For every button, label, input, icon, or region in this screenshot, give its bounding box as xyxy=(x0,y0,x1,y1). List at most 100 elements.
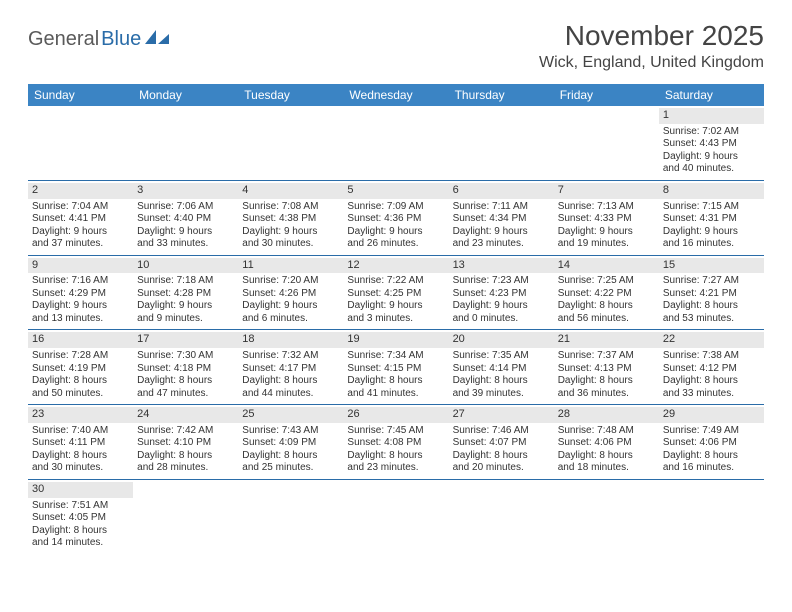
day-number: 16 xyxy=(28,332,133,348)
calendar-day-cell: 10Sunrise: 7:18 AMSunset: 4:28 PMDayligh… xyxy=(133,255,238,330)
daylight-text: and 16 minutes. xyxy=(663,462,760,475)
sunset-text: Sunset: 4:28 PM xyxy=(137,288,234,301)
sunset-text: Sunset: 4:40 PM xyxy=(137,213,234,226)
calendar-day-cell: 25Sunrise: 7:43 AMSunset: 4:09 PMDayligh… xyxy=(238,405,343,480)
daylight-text: and 16 minutes. xyxy=(663,238,760,251)
calendar-day-cell: 9Sunrise: 7:16 AMSunset: 4:29 PMDaylight… xyxy=(28,255,133,330)
daylight-text: and 19 minutes. xyxy=(558,238,655,251)
calendar-day-cell xyxy=(28,106,133,180)
calendar-day-cell xyxy=(343,106,448,180)
calendar-day-cell: 5Sunrise: 7:09 AMSunset: 4:36 PMDaylight… xyxy=(343,180,448,255)
calendar-day-cell xyxy=(133,479,238,553)
title-block: November 2025 Wick, England, United King… xyxy=(539,20,764,72)
day-number: 7 xyxy=(554,183,659,199)
daylight-text: Daylight: 8 hours xyxy=(453,450,550,463)
daylight-text: and 37 minutes. xyxy=(32,238,129,251)
daylight-text: Daylight: 9 hours xyxy=(453,226,550,239)
sunset-text: Sunset: 4:13 PM xyxy=(558,363,655,376)
daylight-text: Daylight: 9 hours xyxy=(242,300,339,313)
sunset-text: Sunset: 4:43 PM xyxy=(663,138,760,151)
day-number: 11 xyxy=(238,258,343,274)
daylight-text: and 50 minutes. xyxy=(32,388,129,401)
sunrise-text: Sunrise: 7:22 AM xyxy=(347,275,444,288)
day-number: 20 xyxy=(449,332,554,348)
calendar-day-cell xyxy=(133,106,238,180)
daylight-text: and 36 minutes. xyxy=(558,388,655,401)
calendar-day-cell: 11Sunrise: 7:20 AMSunset: 4:26 PMDayligh… xyxy=(238,255,343,330)
day-number: 27 xyxy=(449,407,554,423)
calendar-day-cell: 29Sunrise: 7:49 AMSunset: 4:06 PMDayligh… xyxy=(659,405,764,480)
daylight-text: Daylight: 8 hours xyxy=(242,450,339,463)
daylight-text: and 40 minutes. xyxy=(663,163,760,176)
daylight-text: Daylight: 8 hours xyxy=(558,300,655,313)
sunset-text: Sunset: 4:25 PM xyxy=(347,288,444,301)
calendar-day-cell: 12Sunrise: 7:22 AMSunset: 4:25 PMDayligh… xyxy=(343,255,448,330)
daylight-text: and 47 minutes. xyxy=(137,388,234,401)
daylight-text: Daylight: 8 hours xyxy=(663,300,760,313)
daylight-text: and 30 minutes. xyxy=(242,238,339,251)
calendar-day-cell: 3 Sunrise: 7:06 AMSunset: 4:40 PMDaylight… xyxy=(133,180,238,255)
sunset-text: Sunset: 4:14 PM xyxy=(453,363,550,376)
daylight-text: Daylight: 8 hours xyxy=(347,375,444,388)
daylight-text: Daylight: 9 hours xyxy=(32,226,129,239)
calendar-week-row: 2Sunrise: 7:04 AMSunset: 4:41 PMDaylight… xyxy=(28,180,764,255)
calendar-day-cell xyxy=(659,479,764,553)
month-title: November 2025 xyxy=(539,20,764,52)
calendar-table: Sunday Monday Tuesday Wednesday Thursday… xyxy=(28,84,764,554)
day-number: 3 xyxy=(133,183,238,199)
day-number: 6 xyxy=(449,183,554,199)
sunrise-text: Sunrise: 7:09 AM xyxy=(347,201,444,214)
calendar-day-cell: 7Sunrise: 7:13 AMSunset: 4:33 PMDaylight… xyxy=(554,180,659,255)
calendar-day-cell: 16Sunrise: 7:28 AMSunset: 4:19 PMDayligh… xyxy=(28,330,133,405)
sunrise-text: Sunrise: 7:49 AM xyxy=(663,425,760,438)
daylight-text: Daylight: 9 hours xyxy=(347,300,444,313)
daylight-text: and 23 minutes. xyxy=(453,238,550,251)
daylight-text: Daylight: 8 hours xyxy=(32,375,129,388)
daylight-text: Daylight: 8 hours xyxy=(347,450,444,463)
calendar-week-row: 30Sunrise: 7:51 AMSunset: 4:05 PMDayligh… xyxy=(28,479,764,553)
calendar-week-row: 16Sunrise: 7:28 AMSunset: 4:19 PMDayligh… xyxy=(28,330,764,405)
daylight-text: Daylight: 9 hours xyxy=(663,151,760,164)
daylight-text: and 23 minutes. xyxy=(347,462,444,475)
calendar-day-cell: 4Sunrise: 7:08 AMSunset: 4:38 PMDaylight… xyxy=(238,180,343,255)
daylight-text: Daylight: 8 hours xyxy=(558,450,655,463)
sunrise-text: Sunrise: 7:11 AM xyxy=(453,201,550,214)
logo: General Blue xyxy=(28,20,171,51)
day-number: 19 xyxy=(343,332,448,348)
calendar-day-cell: 15Sunrise: 7:27 AMSunset: 4:21 PMDayligh… xyxy=(659,255,764,330)
calendar-week-row: 9Sunrise: 7:16 AMSunset: 4:29 PMDaylight… xyxy=(28,255,764,330)
daylight-text: and 25 minutes. xyxy=(242,462,339,475)
calendar-day-cell: 2Sunrise: 7:04 AMSunset: 4:41 PMDaylight… xyxy=(28,180,133,255)
sunrise-text: Sunrise: 7:34 AM xyxy=(347,350,444,363)
daylight-text: Daylight: 8 hours xyxy=(663,450,760,463)
day-number: 25 xyxy=(238,407,343,423)
daylight-text: and 6 minutes. xyxy=(242,313,339,326)
daylight-text: and 30 minutes. xyxy=(32,462,129,475)
calendar-day-cell: 18Sunrise: 7:32 AMSunset: 4:17 PMDayligh… xyxy=(238,330,343,405)
daylight-text: Daylight: 9 hours xyxy=(453,300,550,313)
day-number: 8 xyxy=(659,183,764,199)
sunrise-text: Sunrise: 7:23 AM xyxy=(453,275,550,288)
sunrise-text: Sunrise: 7:40 AM xyxy=(32,425,129,438)
sunset-text: Sunset: 4:09 PM xyxy=(242,437,339,450)
sunrise-text: Sunrise: 7:35 AM xyxy=(453,350,550,363)
calendar-week-row: 23Sunrise: 7:40 AMSunset: 4:11 PMDayligh… xyxy=(28,405,764,480)
calendar-day-cell xyxy=(343,479,448,553)
daylight-text: and 33 minutes. xyxy=(663,388,760,401)
daylight-text: and 44 minutes. xyxy=(242,388,339,401)
calendar-day-cell xyxy=(554,106,659,180)
calendar-day-cell: 19Sunrise: 7:34 AMSunset: 4:15 PMDayligh… xyxy=(343,330,448,405)
sunset-text: Sunset: 4:12 PM xyxy=(663,363,760,376)
sunrise-text: Sunrise: 7:06 AM xyxy=(137,201,234,214)
daylight-text: and 26 minutes. xyxy=(347,238,444,251)
daylight-text: Daylight: 9 hours xyxy=(347,226,444,239)
day-number: 28 xyxy=(554,407,659,423)
calendar-day-cell xyxy=(449,106,554,180)
daylight-text: Daylight: 8 hours xyxy=(558,375,655,388)
sunset-text: Sunset: 4:05 PM xyxy=(32,512,129,525)
daylight-text: and 9 minutes. xyxy=(137,313,234,326)
daylight-text: Daylight: 9 hours xyxy=(137,226,234,239)
logo-text-blue: Blue xyxy=(101,28,141,51)
daylight-text: Daylight: 9 hours xyxy=(242,226,339,239)
sunrise-text: Sunrise: 7:46 AM xyxy=(453,425,550,438)
